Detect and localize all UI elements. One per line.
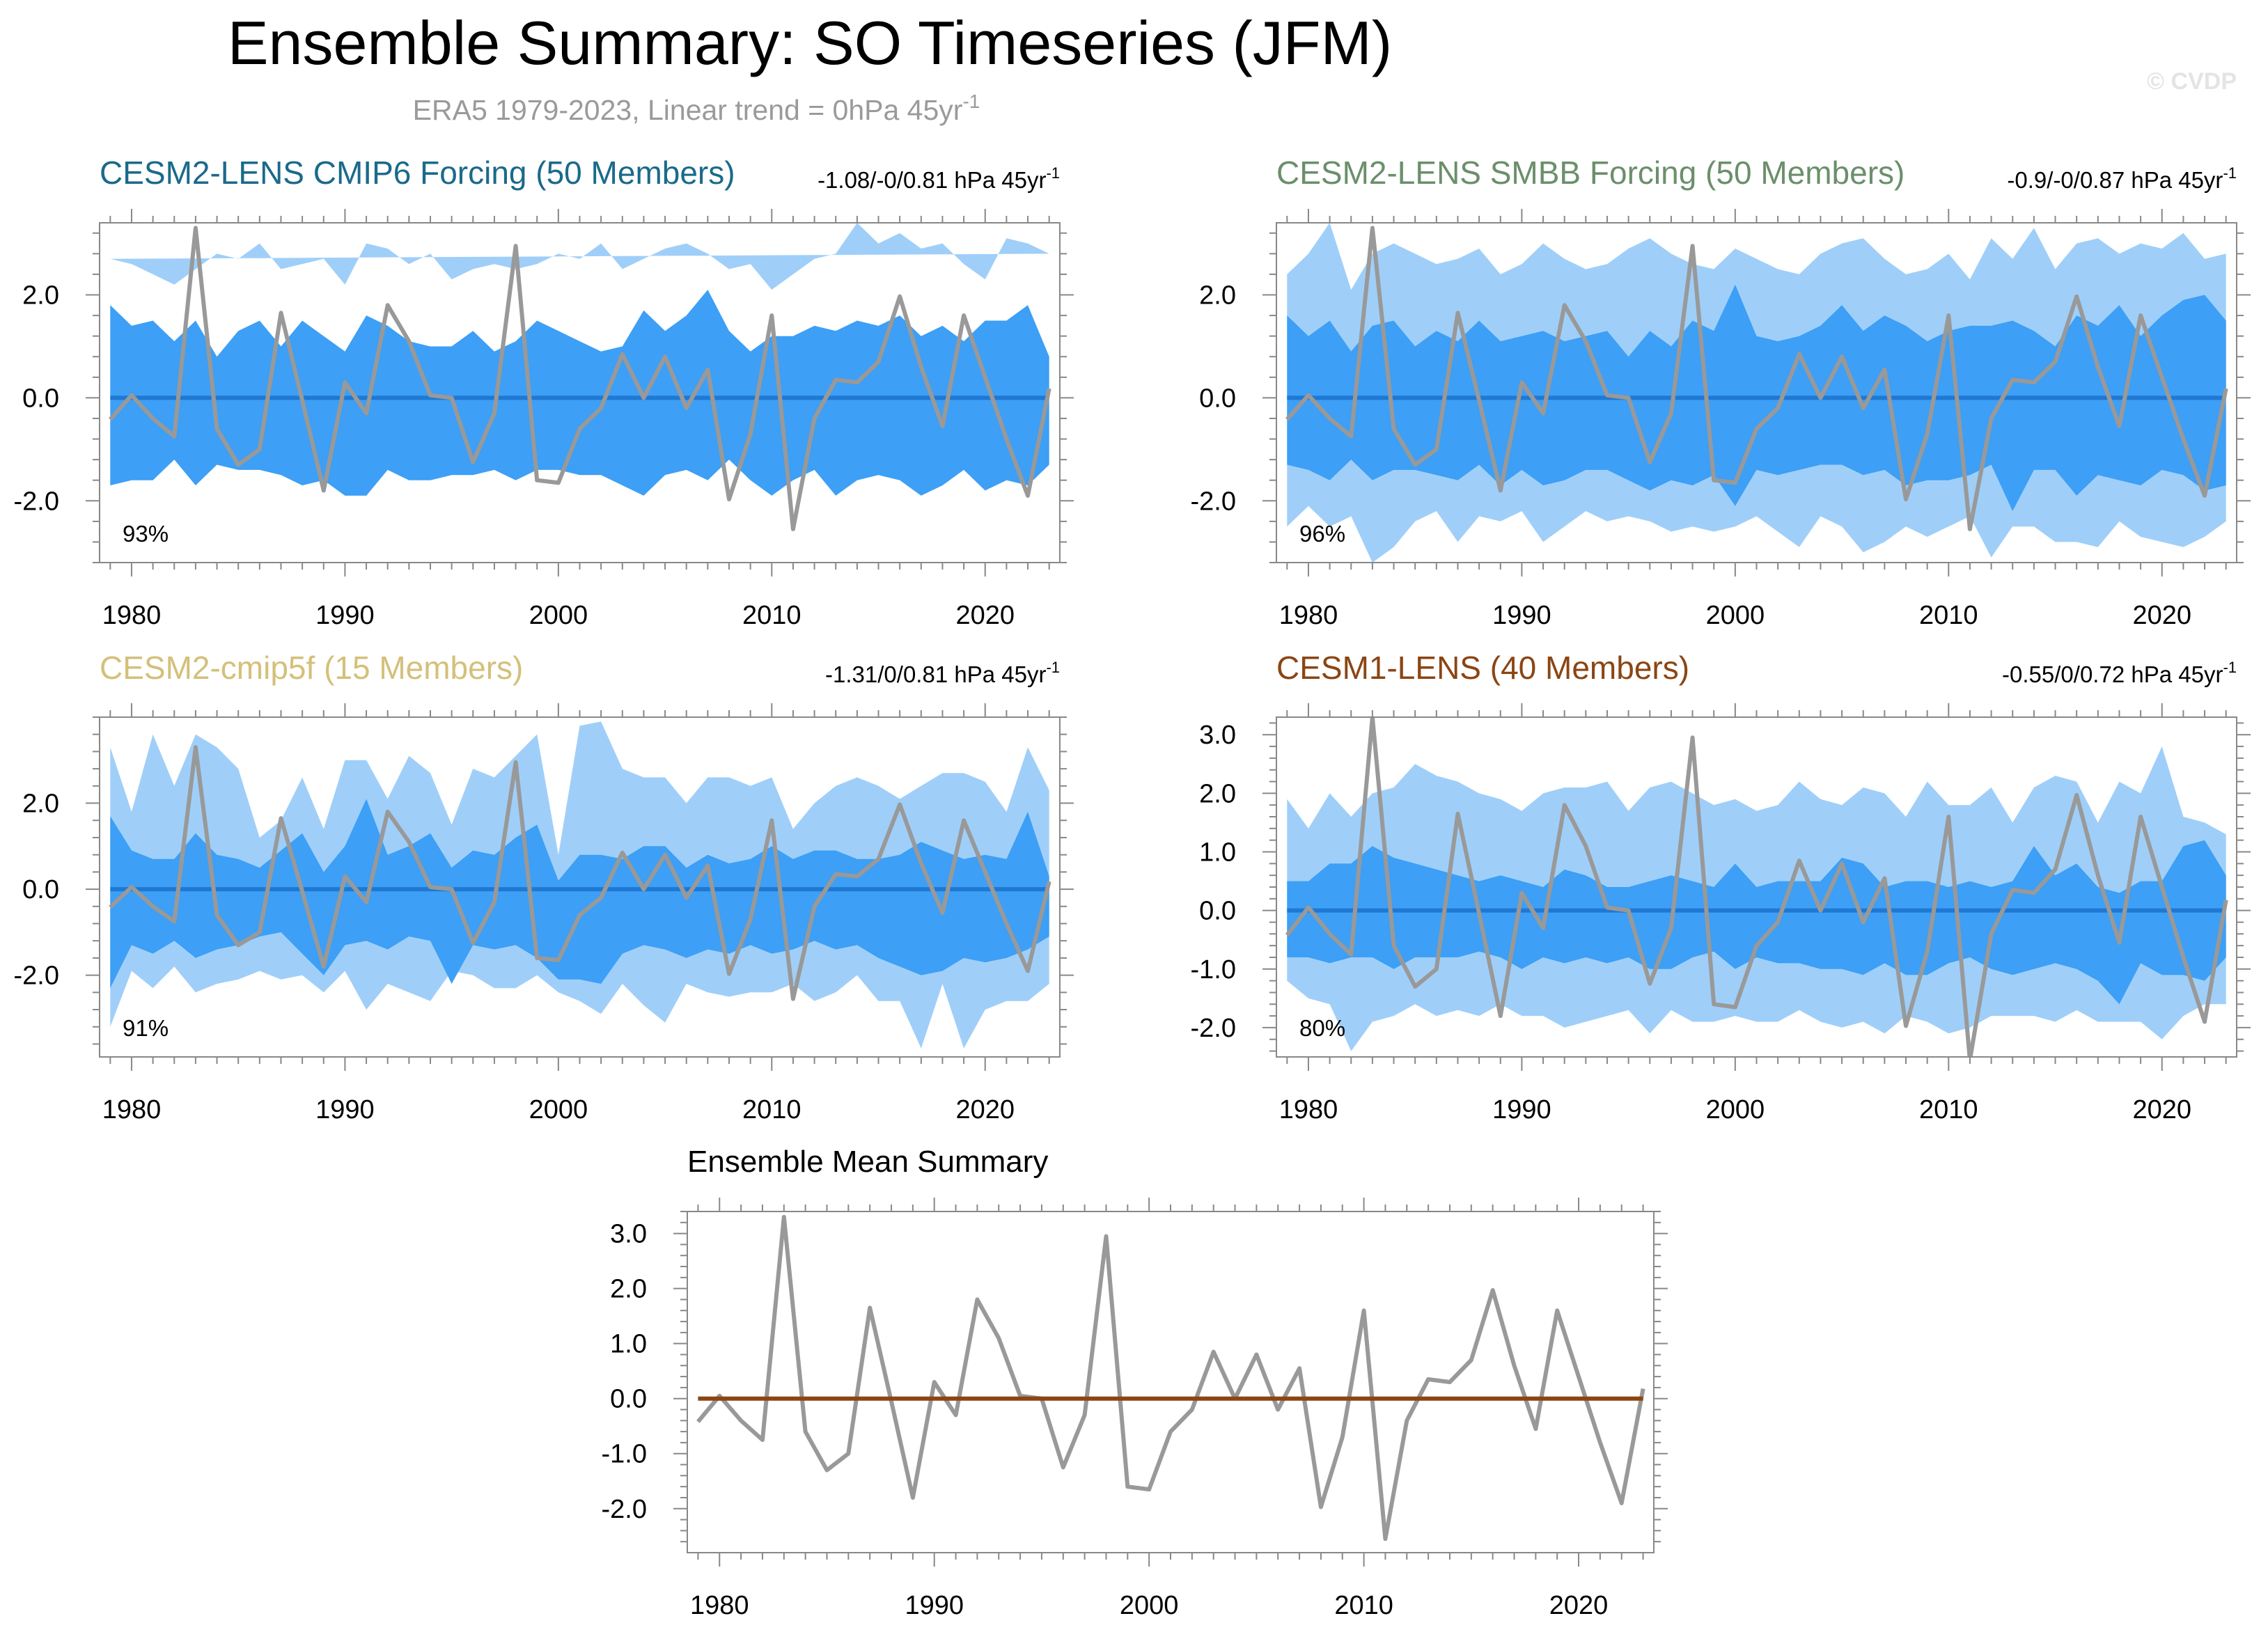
x-tick-label: 2010 — [1919, 1095, 1978, 1124]
x-tick-label: 2010 — [742, 601, 801, 630]
y-tick-label: 2.0 — [610, 1275, 647, 1304]
percent-label: 96% — [1299, 521, 1345, 547]
panel-title: Ensemble Mean Summary — [687, 1145, 1048, 1179]
plot-area — [696, 1214, 1645, 1542]
subtitle-main: ERA5 1979-2023, Linear trend = 0hPa 45yr — [413, 94, 963, 126]
panel-title: CESM2-cmip5f (15 Members) — [100, 650, 523, 686]
plot-area — [109, 721, 1051, 1049]
y-tick-label: -2.0 — [14, 487, 59, 516]
x-tick-label: 2000 — [1706, 601, 1765, 630]
y-tick-label: 0.0 — [1199, 897, 1236, 926]
x-tick-label: 2010 — [1919, 601, 1978, 630]
panel-cesm2-lens-cmip6: 1980 1990 2000 2010 2020 -2.0 0.0 2.0 CESM2-LENS… — [14, 155, 1074, 630]
axis-ticks — [673, 1198, 1668, 1567]
x-tick-label: 2000 — [1706, 1095, 1765, 1124]
x-tick-label: 1980 — [102, 1095, 162, 1124]
x-tick-label: 2010 — [1334, 1591, 1393, 1620]
x-tick-label: 2000 — [529, 1095, 588, 1124]
observed-series-line — [696, 1214, 1645, 1542]
x-tick-label: 1990 — [1492, 1095, 1551, 1124]
y-tick-label: 1.0 — [610, 1330, 647, 1359]
panel-title: CESM2-LENS CMIP6 Forcing (50 Members) — [100, 155, 735, 191]
panel-cesm2-cmip5f: 1980 1990 2000 2010 2020 -2.0 0.0 2.0 CESM2-cmip… — [14, 650, 1074, 1124]
trend-label: -1.31/0/0.81 hPa 45yr-1 — [825, 659, 1060, 687]
inner-spread-band — [1287, 840, 2226, 1005]
y-tick-label: -2.0 — [14, 962, 59, 991]
observed-series-line — [109, 745, 1051, 1001]
x-tick-label: 2020 — [955, 1095, 1015, 1124]
y-tick-label: -2.0 — [602, 1495, 647, 1524]
x-tick-label: 1990 — [315, 1095, 375, 1124]
percent-label: 91% — [123, 1015, 169, 1041]
y-tick-label: -1.0 — [1191, 955, 1236, 985]
figure-subtitle: ERA5 1979-2023, Linear trend = 0hPa 45yr… — [413, 91, 980, 126]
x-tick-label: 2020 — [2132, 601, 2191, 630]
x-tick-label: 1980 — [690, 1591, 749, 1620]
y-tick-label: 0.0 — [22, 384, 59, 413]
x-tick-label: 2020 — [2132, 1095, 2191, 1124]
observed-series-line — [109, 226, 1051, 531]
y-tick-label: 1.0 — [1199, 838, 1236, 868]
trend-label: -1.08/-0/0.81 hPa 45yr-1 — [818, 164, 1060, 193]
axis-ticks — [86, 209, 1074, 577]
x-tick-label: 1980 — [1279, 1095, 1338, 1124]
y-tick-label: 0.0 — [22, 875, 59, 904]
subtitle-superscript: -1 — [962, 91, 980, 112]
x-tick-label: 2020 — [955, 601, 1015, 630]
axis-ticks — [1262, 209, 2251, 577]
y-tick-label: 0.0 — [610, 1385, 647, 1414]
plot-area — [109, 223, 1051, 531]
outer-spread-band — [110, 223, 1049, 290]
axis-ticks — [1262, 703, 2251, 1071]
y-tick-label: 2.0 — [22, 281, 59, 311]
y-tick-label: -2.0 — [1191, 487, 1236, 516]
y-tick-label: 0.0 — [1199, 384, 1236, 413]
figure-title: Ensemble Summary: SO Timeseries (JFM) — [228, 8, 1392, 77]
panel-cesm2-lens-smbb: 1980 1990 2000 2010 2020 -2.0 0.0 2.0 CESM2-LENS… — [1191, 155, 2251, 630]
y-tick-label: 3.0 — [1199, 721, 1236, 750]
x-tick-label: 2020 — [1549, 1591, 1609, 1620]
panel-cesm1-lens: 1980 1990 2000 2010 2020 -2.0 -1.0 0.0 1.0 2.0 3.0… — [1191, 650, 2251, 1124]
percent-label: 93% — [123, 521, 169, 547]
x-tick-label: 1990 — [315, 601, 375, 630]
trend-label: -0.9/-0/0.87 hPa 45yr-1 — [2007, 164, 2237, 193]
x-tick-label: 1990 — [905, 1591, 964, 1620]
inner-spread-band — [110, 290, 1049, 496]
x-tick-label: 1980 — [1279, 601, 1338, 630]
y-tick-label: 2.0 — [22, 790, 59, 819]
inner-spread-band — [110, 799, 1049, 989]
x-tick-label: 2000 — [1120, 1591, 1179, 1620]
plot-area — [1285, 717, 2228, 1057]
panel-ensemble-mean-summary: 1980 1990 2000 2010 2020 -2.0 -1.0 0.0 1.0 2.0 3.0… — [602, 1145, 1668, 1620]
axis-ticks — [86, 703, 1074, 1071]
x-tick-label: 2010 — [742, 1095, 801, 1124]
y-tick-label: 3.0 — [610, 1220, 647, 1249]
panel-title: CESM1-LENS (40 Members) — [1276, 650, 1689, 686]
x-tick-label: 1990 — [1492, 601, 1551, 630]
x-tick-label: 1980 — [102, 601, 162, 630]
panel-title: CESM2-LENS SMBB Forcing (50 Members) — [1276, 155, 1905, 191]
y-tick-label: -2.0 — [1191, 1014, 1236, 1043]
x-tick-label: 2000 — [529, 601, 588, 630]
y-tick-label: 2.0 — [1199, 281, 1236, 311]
plot-area — [1285, 223, 2228, 563]
y-tick-label: -1.0 — [602, 1440, 647, 1469]
trend-label: -0.55/0/0.72 hPa 45yr-1 — [2002, 659, 2237, 687]
plot-frame — [687, 1211, 1655, 1553]
observed-series-line — [1285, 226, 2228, 531]
percent-label: 80% — [1299, 1015, 1345, 1041]
watermark: © CVDP — [2147, 68, 2237, 95]
observed-series-line — [1285, 717, 2228, 1057]
y-tick-label: 2.0 — [1199, 779, 1236, 808]
